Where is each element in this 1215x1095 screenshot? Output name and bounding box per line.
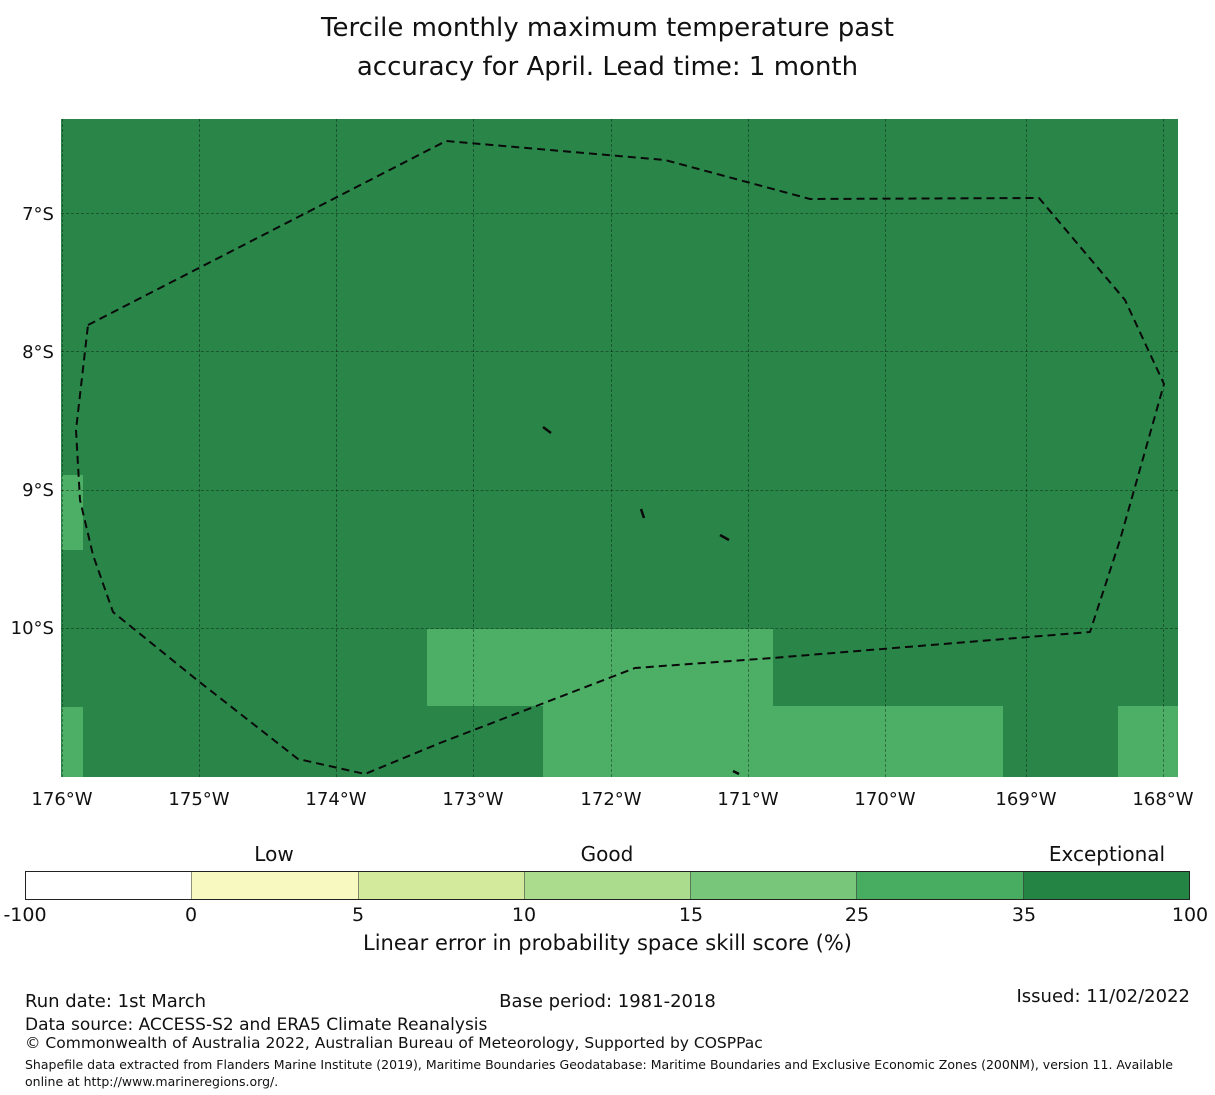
- chart-title-line-2: accuracy for April. Lead time: 1 month: [356, 52, 859, 82]
- lat-tick-10s: 10°S: [10, 618, 54, 639]
- low-skill-patch-center-south: [543, 706, 1003, 777]
- colorbar-category-exceptional: Exceptional: [1048, 842, 1166, 866]
- colorbar-category-good: Good: [580, 842, 634, 866]
- lon-tick-169w: 169°W: [995, 789, 1057, 810]
- lon-tick-173w: 173°W: [442, 789, 504, 810]
- lat-tick-9s: 9°S: [22, 480, 54, 501]
- copyright-text: © Commonwealth of Australia 2022, Austra…: [25, 1034, 763, 1052]
- eez-boundary-layer: [75, 140, 1165, 776]
- colorbar-axis-label: Linear error in probability space skill …: [363, 931, 852, 955]
- colorbar-segment-7: [1022, 872, 1189, 899]
- lon-tick-176w: 176°W: [31, 789, 93, 810]
- gridline-169w: [1026, 119, 1027, 777]
- run-date-text: Run date: 1st March: [25, 991, 207, 1012]
- gridline-8s: [61, 351, 1178, 352]
- issued-date-text: Issued: 11/02/2022: [1016, 986, 1190, 1007]
- gridline-168w: [1163, 119, 1164, 777]
- gridline-10s: [61, 628, 1178, 629]
- island-mark-1: [542, 426, 552, 434]
- gridline-174w: [336, 119, 337, 777]
- lon-tick-171w: 171°W: [717, 789, 779, 810]
- colorbar-segment-1: [26, 872, 192, 899]
- base-period-text: Base period: 1981-2018: [499, 991, 716, 1012]
- map-canvas: [61, 119, 1178, 777]
- chart-title-line-1: Tercile monthly maximum temperature past: [321, 13, 894, 43]
- colorbar-tick-25: 25: [844, 904, 870, 926]
- lon-tick-172w: 172°W: [580, 789, 642, 810]
- lon-tick-174w: 174°W: [305, 789, 367, 810]
- gridline-9s: [61, 490, 1178, 491]
- lon-tick-170w: 170°W: [854, 789, 916, 810]
- gridline-171w: [748, 119, 749, 777]
- island-mark-3: [719, 533, 730, 542]
- low-skill-patch-west-9s: [62, 475, 83, 550]
- colorbar-segment-2: [191, 872, 358, 899]
- colorbar-segment-5: [690, 872, 857, 899]
- chart-title: Tercile monthly maximum temperature past…: [0, 9, 1215, 87]
- gridline-170w: [885, 119, 886, 777]
- gridline-173w: [473, 119, 474, 777]
- colorbar-segment-3: [357, 872, 524, 899]
- colorbar-tick-15: 15: [678, 904, 704, 926]
- island-mark-4: [732, 769, 740, 776]
- low-skill-patch-east-south: [1118, 706, 1178, 777]
- lon-tick-168w: 168°W: [1132, 789, 1194, 810]
- low-skill-patch-center-10s: [427, 629, 773, 706]
- gridline-175w: [199, 119, 200, 777]
- gridline-7s: [61, 213, 1178, 214]
- gridline-172w: [611, 119, 612, 777]
- colorbar-tick-neg100: -100: [3, 904, 47, 926]
- colorbar: [25, 871, 1190, 900]
- colorbar-category-low: Low: [254, 842, 294, 866]
- lon-tick-175w: 175°W: [168, 789, 230, 810]
- eez-boundary-polygon: [75, 140, 1165, 775]
- gridline-176w: [62, 119, 63, 777]
- colorbar-tick-35: 35: [1011, 904, 1037, 926]
- colorbar-segment-4: [523, 872, 691, 899]
- shapefile-attribution-text: Shapefile data extracted from Flanders M…: [25, 1057, 1173, 1089]
- colorbar-tick-0: 0: [184, 904, 198, 926]
- colorbar-tick-100: 100: [1171, 904, 1209, 926]
- lat-tick-7s: 7°S: [22, 204, 54, 225]
- low-skill-patch-west-south: [62, 707, 83, 777]
- colorbar-tick-5: 5: [351, 904, 365, 926]
- colorbar-tick-10: 10: [511, 904, 537, 926]
- data-source-text: Data source: ACCESS-S2 and ERA5 Climate …: [25, 1015, 488, 1035]
- lat-tick-8s: 8°S: [22, 342, 54, 363]
- colorbar-segment-6: [856, 872, 1023, 899]
- island-mark-2: [639, 508, 646, 519]
